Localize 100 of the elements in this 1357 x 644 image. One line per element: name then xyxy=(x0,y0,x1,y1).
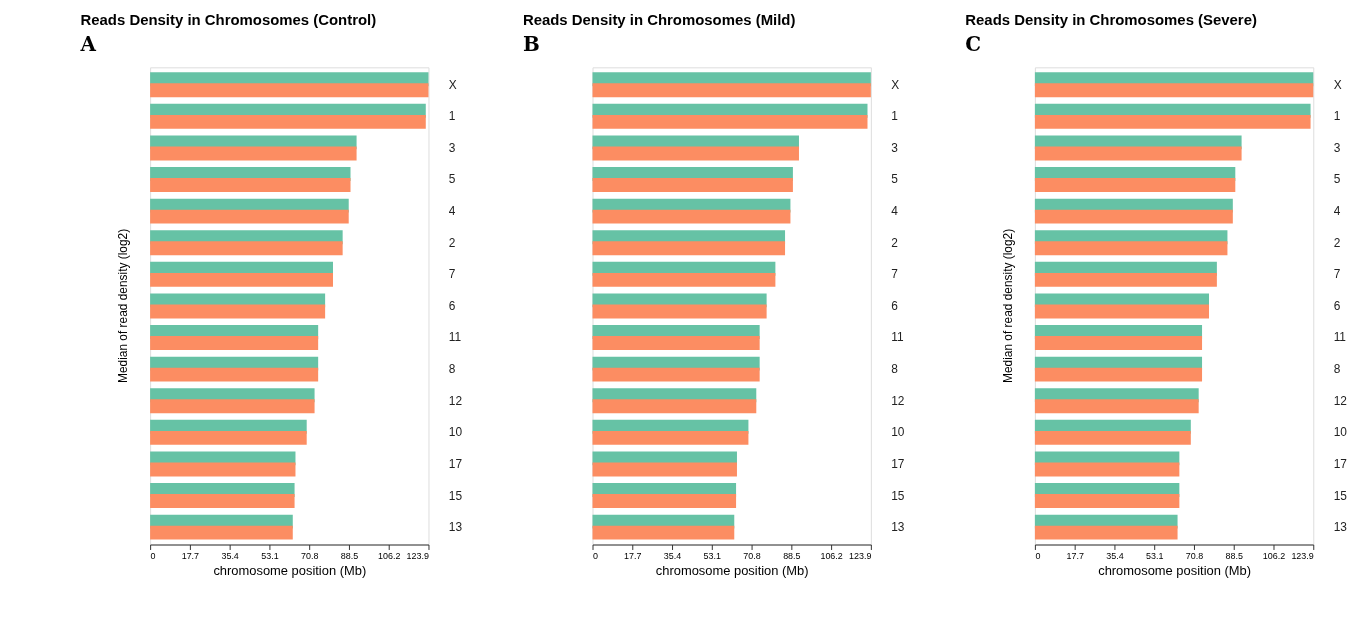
x-tick-label: 70.8 xyxy=(743,550,761,561)
bar xyxy=(1034,430,1191,445)
y-tick-label: 17 xyxy=(891,456,905,471)
y-axis-title: Median of read density (log2) xyxy=(1001,228,1016,384)
x-tick-label: 88.5 xyxy=(340,550,359,561)
bar xyxy=(592,399,757,414)
x-tick-label: 35.4 xyxy=(1106,550,1124,561)
bar xyxy=(150,146,357,161)
bar xyxy=(1034,494,1180,509)
bar xyxy=(150,178,351,192)
bar xyxy=(1034,241,1228,256)
x-tick-label: 70.8 xyxy=(1185,550,1204,561)
bar xyxy=(150,304,326,319)
y-tick-label: X xyxy=(1333,77,1342,92)
y-tick-label: 12 xyxy=(1333,393,1348,408)
bar xyxy=(1034,209,1233,224)
x-tick-label: 88.5 xyxy=(783,550,801,561)
bar xyxy=(592,430,749,445)
x-tick-label: 17.7 xyxy=(181,550,200,561)
y-tick-label: 15 xyxy=(1333,488,1348,503)
x-tick-label: 53.1 xyxy=(261,550,279,561)
x-axis-title: chromosome position (Mb) xyxy=(213,562,367,578)
y-tick-label: 13 xyxy=(891,520,905,535)
y-tick-label: 7 xyxy=(448,267,456,282)
y-tick-label: 5 xyxy=(448,172,456,187)
y-tick-label: 11 xyxy=(448,330,462,345)
x-tick-label: 123.9 xyxy=(406,550,429,561)
y-tick-label: 15 xyxy=(891,488,905,503)
x-axis-title: chromosome position (Mb) xyxy=(1098,562,1251,578)
bar xyxy=(592,178,793,192)
bar xyxy=(592,462,737,477)
y-tick-label: 7 xyxy=(891,267,899,282)
y-tick-label: 2 xyxy=(1333,235,1341,250)
y-tick-label: 1 xyxy=(448,109,456,124)
bar xyxy=(592,336,760,351)
x-tick-label: 106.2 xyxy=(378,550,401,561)
bar xyxy=(592,83,871,98)
bar xyxy=(592,114,868,129)
text: A xyxy=(79,32,97,57)
y-tick-label: 4 xyxy=(1333,204,1341,219)
bar xyxy=(1034,146,1242,161)
x-tick-label: 35.4 xyxy=(663,550,682,561)
bar xyxy=(150,430,307,445)
x-tick-label: 53.1 xyxy=(703,550,722,561)
x-tick-label: 106.2 xyxy=(1262,550,1286,561)
y-axis-title: Median of read density (log2) xyxy=(116,228,131,384)
bar xyxy=(150,83,429,98)
bar xyxy=(592,304,767,319)
bar xyxy=(150,209,349,224)
y-tick-label: 17 xyxy=(1333,456,1348,471)
bar xyxy=(592,494,737,509)
y-tick-label: 5 xyxy=(891,172,899,187)
y-tick-label: 8 xyxy=(891,362,899,377)
y-tick-label: X xyxy=(448,77,457,92)
x-tick-label: 106.2 xyxy=(820,550,843,561)
bar xyxy=(150,525,293,540)
y-tick-label: 6 xyxy=(448,298,456,313)
bar xyxy=(150,272,333,287)
x-tick-label: 0 xyxy=(1035,550,1041,561)
y-tick-label: 10 xyxy=(1333,425,1348,440)
chart-title: Reads Density in Chromosomes (Severe) xyxy=(965,11,1257,28)
text: C xyxy=(965,32,982,57)
y-tick-label: 12 xyxy=(891,393,905,408)
bar xyxy=(1034,114,1311,129)
y-tick-label: 11 xyxy=(891,330,904,345)
y-tick-label: 6 xyxy=(1333,298,1341,313)
x-tick-label: 17.7 xyxy=(1066,550,1084,561)
bar xyxy=(1034,336,1203,351)
x-tick-label: 0 xyxy=(593,550,598,561)
bar xyxy=(150,399,315,414)
y-tick-label: 8 xyxy=(448,362,456,377)
y-tick-label: 4 xyxy=(448,204,456,219)
x-tick-label: 123.9 xyxy=(848,550,872,561)
y-tick-label: 6 xyxy=(891,298,899,313)
y-tick-label: 13 xyxy=(1333,520,1348,535)
chart-title: Reads Density in Chromosomes (Control) xyxy=(80,11,377,28)
bar xyxy=(1034,367,1203,382)
y-tick-label: 1 xyxy=(891,109,899,124)
x-tick-label: 0 xyxy=(150,550,156,561)
y-tick-label: 3 xyxy=(448,140,456,155)
y-tick-label: 17 xyxy=(448,456,463,471)
bar xyxy=(150,494,295,509)
bar xyxy=(1034,399,1199,414)
y-tick-label: 1 xyxy=(1333,109,1341,124)
y-tick-label: 15 xyxy=(448,488,463,503)
bar xyxy=(592,272,776,287)
y-tick-label: 5 xyxy=(1333,172,1341,187)
y-tick-label: 13 xyxy=(448,520,463,535)
text: B xyxy=(522,32,540,57)
x-tick-label: 123.9 xyxy=(1291,550,1314,561)
chart-title: Reads Density in Chromosomes (Mild) xyxy=(522,11,796,28)
bar xyxy=(150,336,319,351)
bar xyxy=(150,241,343,256)
x-axis-title: chromosome position (Mb) xyxy=(655,562,809,578)
bar xyxy=(150,114,426,129)
y-tick-label: X xyxy=(891,77,900,92)
y-tick-label: 10 xyxy=(448,425,463,440)
bar xyxy=(592,209,791,224)
y-tick-label: 2 xyxy=(891,235,899,250)
bar xyxy=(150,367,319,382)
